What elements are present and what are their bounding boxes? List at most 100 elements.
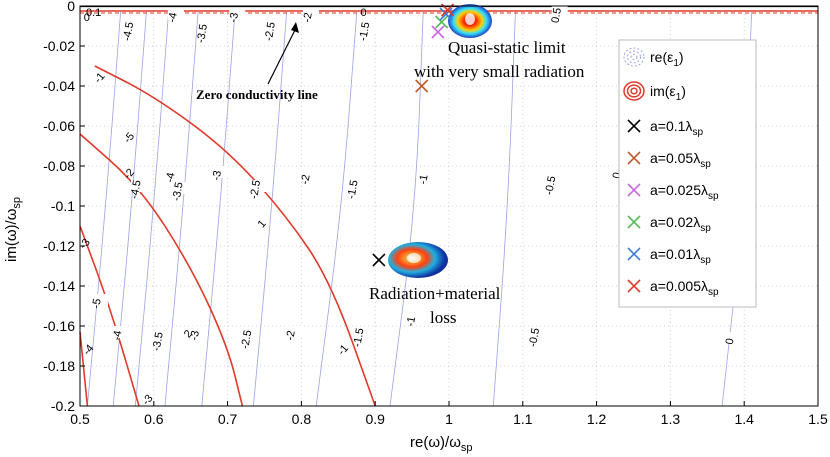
re-contour-label: -2.5 bbox=[248, 179, 263, 200]
im-contour-line bbox=[79, 225, 140, 407]
contour-label-bg bbox=[123, 22, 140, 34]
x-tick-label: 0.7 bbox=[218, 411, 238, 427]
data-marker bbox=[415, 79, 429, 93]
x-tick-label: 1.5 bbox=[808, 411, 828, 427]
re-contour-line bbox=[389, 11, 424, 407]
legend-label-series: a=0.01λsp bbox=[650, 246, 711, 266]
data-marker bbox=[439, 7, 453, 21]
re-contour-line bbox=[112, 11, 147, 407]
contour-label-top-zero: 0 bbox=[84, 12, 90, 24]
contour-label-bg bbox=[529, 328, 546, 340]
annotation-zero-conductivity: Zero conductivity line bbox=[196, 87, 318, 102]
contour-labels: -4.5-4-3.5-3-2.5-2-1.50.5-4.5-4-3.5-3-2.… bbox=[77, 6, 742, 408]
re-contour-label: -3.5 bbox=[151, 331, 166, 352]
re-contour-line bbox=[87, 11, 121, 407]
contour-label-bg bbox=[91, 294, 108, 306]
re-contour-label: -4 bbox=[166, 12, 180, 24]
legend-label-series: a=0.02λsp bbox=[650, 214, 711, 234]
re-contour-line bbox=[253, 11, 287, 407]
data-marker bbox=[435, 15, 449, 29]
legend-icon-im-contour bbox=[630, 87, 638, 95]
re-contour-label: -1.5 bbox=[346, 179, 361, 200]
re-contour-label: 0 bbox=[724, 337, 737, 345]
axis-ticks: 0.5 0.6 0.7 0.8 0.9 1 1.1 1.2 1.3 1.4 1.5 0 -0.02 -0.… bbox=[43, 0, 828, 427]
contour-label-bg bbox=[286, 326, 303, 338]
x-tick-label: 1 bbox=[445, 411, 453, 427]
legend-icon-im-contour bbox=[623, 81, 645, 101]
x-tick-label: 0.5 bbox=[70, 411, 90, 427]
re-contour-label: -2 bbox=[299, 174, 313, 186]
legend-marker bbox=[627, 215, 641, 229]
re-contour-label: -3.5 bbox=[195, 23, 210, 44]
y-tick-label: -0.12 bbox=[43, 238, 75, 254]
y-tick-label: -0.08 bbox=[43, 158, 75, 174]
legend-label-contour: im(ε1) bbox=[650, 83, 686, 103]
y-tick-label: -0.16 bbox=[43, 318, 75, 334]
y-tick-label: -0.1 bbox=[51, 198, 75, 214]
contour-label-bg bbox=[725, 332, 742, 344]
re-contour-label: -1 bbox=[417, 174, 431, 186]
re-contour-label: -4 bbox=[111, 330, 125, 342]
re-contour-label: -1.5 bbox=[357, 21, 372, 42]
re-contour-label: -5 bbox=[90, 298, 104, 310]
legend-label-series: a=0.1λsp bbox=[650, 118, 703, 138]
mode-pattern-radiation bbox=[388, 242, 448, 278]
contour-label-bg bbox=[197, 24, 214, 36]
y-tick-label: -0.06 bbox=[43, 118, 75, 134]
mode-pattern-quasi-static bbox=[448, 4, 492, 38]
y-tick-label: -0.18 bbox=[43, 358, 75, 374]
y-tick-label: -0.04 bbox=[43, 78, 75, 94]
re-contour-label: -0.5 bbox=[543, 175, 558, 196]
y-tick-label: -0.02 bbox=[43, 38, 75, 54]
contour-label-bg bbox=[241, 330, 258, 342]
re-contour-line bbox=[492, 11, 516, 407]
legend-label-series: a=0.05λsp bbox=[650, 150, 711, 170]
contour-label-bg bbox=[545, 176, 562, 188]
re-contour-line bbox=[201, 11, 236, 407]
data-marker bbox=[431, 25, 445, 39]
re-contour-line bbox=[134, 11, 169, 407]
legend-icon-re-contour bbox=[627, 50, 641, 64]
contour-label-bg bbox=[300, 170, 317, 182]
re-contour-label: -3 bbox=[227, 12, 241, 24]
re-contour-label: -3 bbox=[188, 330, 202, 342]
legend-marker bbox=[627, 247, 641, 261]
y-axis-label: im(ω)/ωsp bbox=[3, 197, 23, 262]
y-tick-label: -0.2 bbox=[51, 398, 75, 414]
legend-icon-im-contour bbox=[626, 84, 642, 98]
re-contour-label: 0.5 bbox=[550, 7, 564, 24]
contour-label-bg bbox=[551, 6, 568, 18]
contour-label-bg bbox=[406, 312, 423, 324]
x-tick-label: 1.2 bbox=[587, 411, 607, 427]
contour-label-bg bbox=[173, 182, 190, 194]
annotation-quasi-static-line2: with very small radiation bbox=[414, 62, 585, 81]
contour-label-top-left: 0.1 bbox=[86, 7, 101, 19]
re-contour-label: -2.5 bbox=[239, 329, 254, 350]
re-contour-label: -3.5 bbox=[171, 181, 186, 202]
contour-label-bg bbox=[359, 22, 376, 34]
contour-label-top-mid: 0 bbox=[360, 7, 366, 19]
legend-label-series: a=0.025λsp bbox=[650, 182, 719, 202]
legend-marker bbox=[627, 279, 641, 293]
re-contour-label: -2 bbox=[301, 12, 315, 24]
re-contour-label: -4.5 bbox=[121, 21, 136, 42]
annotation-radiation-line1: Radiation+material bbox=[369, 284, 501, 303]
im-contour-line bbox=[79, 331, 89, 407]
y-tick-label: -0.14 bbox=[43, 278, 75, 294]
legend-marker bbox=[627, 151, 641, 165]
legend-marker bbox=[627, 183, 641, 197]
re-contour-line bbox=[164, 11, 199, 407]
re-contour-label: -4.5 bbox=[129, 179, 144, 200]
re-contour-label: -1 bbox=[405, 316, 419, 328]
contour-label-bg bbox=[190, 326, 207, 338]
contour-label-bg bbox=[153, 332, 170, 344]
x-tick-label: 0.9 bbox=[365, 411, 385, 427]
re-contour-label: -4 bbox=[164, 172, 178, 184]
re-contour-label: -2 bbox=[284, 330, 298, 342]
x-tick-label: 1.3 bbox=[661, 411, 681, 427]
x-tick-label: 0.8 bbox=[292, 411, 312, 427]
contour-label-bg bbox=[265, 22, 282, 34]
legend: re(ε1) im(ε1) a=0.1λsp a=0.05λsp a=0.025λsp a… bbox=[618, 39, 757, 308]
data-marker bbox=[372, 253, 386, 267]
